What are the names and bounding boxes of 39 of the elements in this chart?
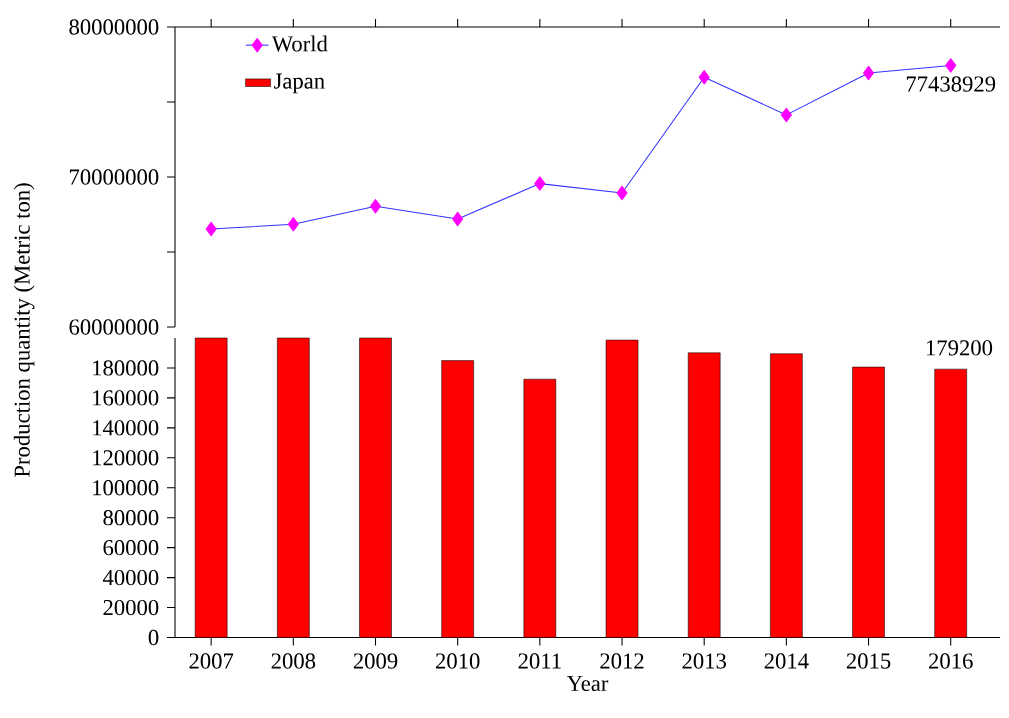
annotation: 77438929 — [906, 76, 996, 92]
x-tick-label: 2013 — [682, 653, 726, 669]
point — [287, 217, 299, 232]
y-tick-label: 100000 — [93, 480, 159, 496]
x-tick-label: 2009 — [353, 653, 398, 669]
y-tick-label: 80000 — [103, 510, 159, 526]
annotation: 179200 — [926, 340, 993, 356]
y-tick-label: 70000000 — [70, 169, 159, 185]
y-tick-label: 60000000 — [69, 319, 159, 335]
x-tick-label: 2016 — [929, 653, 973, 669]
y-tick-label: 20000 — [103, 599, 159, 616]
y-axis-title: Production quantity (Metric ton) — [13, 183, 35, 477]
point — [369, 199, 382, 214]
point — [780, 107, 792, 123]
legend-label: Japan — [273, 73, 325, 94]
point — [205, 221, 217, 237]
y-tick-label: 40000 — [102, 569, 159, 586]
point — [452, 211, 464, 227]
x-tick-label: 2012 — [600, 653, 644, 669]
point — [616, 185, 628, 201]
y-tick-label: 160000 — [93, 390, 159, 406]
x-tick-label: 2015 — [846, 653, 891, 669]
y-tick-label: 180000 — [93, 360, 159, 376]
x-axis-title: Year — [566, 675, 609, 692]
y-tick-label: 140000 — [93, 420, 159, 436]
x-tick-label: 2010 — [436, 653, 480, 669]
y-tick-label: 80000000 — [69, 19, 159, 35]
point — [698, 70, 710, 85]
y-tick-label: 120000 — [93, 450, 159, 466]
point — [534, 176, 546, 191]
x-tick-label: 2007 — [189, 653, 234, 669]
x-tick-label: 2008 — [271, 653, 316, 669]
point — [863, 65, 875, 81]
legend-label: World — [271, 35, 328, 52]
point — [945, 58, 957, 73]
x-tick-label: 2011 — [518, 653, 561, 669]
y-tick-label: 60000 — [103, 540, 159, 556]
x-tick-label: 2014 — [764, 653, 809, 669]
y-tick-label: 0 — [148, 629, 159, 646]
